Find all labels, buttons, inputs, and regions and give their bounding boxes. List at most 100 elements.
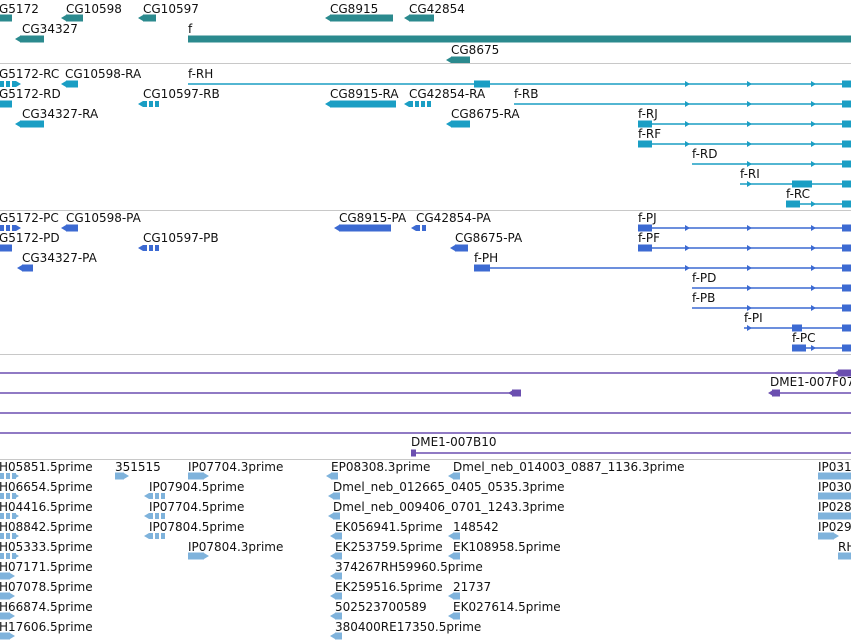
feature-label[interactable]: DME1-007B10 (411, 435, 497, 449)
feature-label[interactable]: G5172-PC (0, 211, 59, 225)
transcripts-feature[interactable] (409, 101, 413, 107)
feature-label[interactable]: IP031 (818, 460, 851, 474)
strand-arrow-icon[interactable] (811, 121, 816, 127)
proteins-feature-exon[interactable] (842, 244, 851, 252)
transcripts-feature[interactable] (188, 83, 851, 85)
ests-feature[interactable] (818, 532, 834, 540)
strand-arrow-icon[interactable] (747, 265, 752, 271)
feature-label[interactable]: H07171.5prime (0, 560, 93, 574)
strand-arrow-icon[interactable] (811, 245, 816, 251)
transcripts-feature[interactable] (421, 101, 425, 107)
strand-arrow-icon[interactable] (328, 493, 333, 499)
ests-feature[interactable] (818, 512, 851, 520)
feature-label[interactable]: f-RD (692, 147, 718, 161)
proteins-feature[interactable] (149, 245, 153, 251)
proteins-feature-exon[interactable] (638, 244, 652, 252)
ests-feature[interactable] (161, 513, 165, 519)
feature-label[interactable]: G5172 (0, 2, 39, 16)
strand-arrow-icon[interactable] (330, 633, 335, 639)
strand-arrow-icon[interactable] (14, 553, 19, 559)
feature-label[interactable]: EK108958.5prime (453, 540, 561, 554)
feature-label[interactable]: Dmel_neb_009406_0701_1243.3prime (333, 500, 565, 514)
strand-arrow-icon[interactable] (330, 573, 335, 579)
alignments-feature-exon[interactable] (838, 369, 851, 377)
feature-label[interactable]: IP07804.3prime (188, 540, 284, 554)
feature-label[interactable]: H05851.5prime (0, 460, 93, 474)
strand-arrow-icon[interactable] (685, 225, 690, 231)
feature-label[interactable]: f-RI (740, 167, 760, 181)
ests-feature[interactable] (161, 493, 165, 499)
feature-label[interactable]: 380400RE17350.5prime (335, 620, 482, 634)
feature-label[interactable]: IP07804.5prime (149, 520, 245, 534)
feature-label[interactable]: G5172-RC (0, 67, 60, 81)
feature-label[interactable]: 21737 (453, 580, 492, 594)
proteins-feature[interactable] (66, 224, 78, 232)
feature-label[interactable]: CG8915-RA (330, 87, 399, 101)
proteins-feature[interactable] (692, 287, 851, 289)
ests-feature[interactable] (335, 552, 342, 560)
feature-label[interactable]: CG10597-PB (143, 231, 219, 245)
transcripts-feature[interactable] (514, 103, 851, 105)
ests-feature[interactable] (335, 592, 342, 600)
feature-label[interactable]: CG10598-PA (66, 211, 141, 225)
transcripts-feature-exon[interactable] (792, 180, 812, 188)
transcripts-feature[interactable] (66, 80, 78, 88)
strand-arrow-icon[interactable] (448, 553, 453, 559)
strand-arrow-icon[interactable] (334, 225, 339, 231)
feature-label[interactable]: H17606.5prime (0, 620, 93, 634)
feature-label[interactable]: f-PI (744, 311, 763, 325)
transcripts-feature[interactable] (638, 123, 851, 125)
feature-label[interactable]: IP07704.3prime (188, 460, 284, 474)
strand-arrow-icon[interactable] (138, 15, 143, 21)
strand-arrow-icon[interactable] (61, 81, 66, 87)
strand-arrow-icon[interactable] (685, 245, 690, 251)
transcripts-feature[interactable] (6, 81, 10, 87)
strand-arrow-icon[interactable] (834, 533, 839, 539)
strand-arrow-icon[interactable] (404, 15, 409, 21)
proteins-feature[interactable] (638, 227, 851, 229)
ests-feature[interactable] (335, 532, 342, 540)
transcripts-feature[interactable] (638, 143, 851, 145)
feature-label[interactable]: H04416.5prime (0, 500, 93, 514)
feature-label[interactable]: G5172-PD (0, 231, 60, 245)
strand-arrow-icon[interactable] (811, 345, 816, 351)
strand-arrow-icon[interactable] (446, 57, 451, 63)
proteins-feature-exon[interactable] (842, 284, 851, 292)
feature-label[interactable]: EK259516.5prime (335, 580, 443, 594)
transcripts-feature[interactable] (330, 100, 396, 108)
strand-arrow-icon[interactable] (204, 473, 209, 479)
proteins-feature-exon[interactable] (792, 324, 802, 332)
proteins-feature[interactable] (22, 264, 33, 272)
strand-arrow-icon[interactable] (328, 513, 333, 519)
transcripts-feature[interactable] (149, 101, 153, 107)
strand-arrow-icon[interactable] (325, 15, 330, 21)
strand-arrow-icon[interactable] (330, 533, 335, 539)
feature-label[interactable]: CG10597 (143, 2, 199, 16)
feature-label[interactable]: CG42854 (409, 2, 465, 16)
strand-arrow-icon[interactable] (747, 81, 752, 87)
feature-label[interactable]: CG8675-PA (455, 231, 523, 245)
proteins-feature[interactable] (143, 245, 147, 251)
alignments-feature[interactable] (0, 432, 851, 434)
proteins-feature[interactable] (638, 247, 851, 249)
feature-label[interactable]: f-RC (786, 187, 811, 201)
ests-feature[interactable] (453, 592, 460, 600)
strand-arrow-icon[interactable] (15, 36, 20, 42)
strand-arrow-icon[interactable] (834, 370, 839, 376)
transcripts-feature[interactable] (0, 81, 4, 87)
strand-arrow-icon[interactable] (747, 245, 752, 251)
strand-arrow-icon[interactable] (685, 265, 690, 271)
feature-label[interactable]: CG10598 (66, 2, 122, 16)
ests-feature[interactable] (818, 492, 851, 500)
strand-arrow-icon[interactable] (811, 141, 816, 147)
feature-label[interactable]: RH (838, 540, 851, 554)
feature-label[interactable]: IP07904.5prime (149, 480, 245, 494)
strand-arrow-icon[interactable] (10, 613, 15, 619)
ests-feature[interactable] (335, 572, 342, 580)
feature-label[interactable]: IP029 (818, 520, 851, 534)
feature-label[interactable]: IP028 (818, 500, 851, 514)
strand-arrow-icon[interactable] (747, 161, 752, 167)
strand-arrow-icon[interactable] (685, 101, 690, 107)
proteins-feature-exon[interactable] (792, 344, 806, 352)
proteins-feature-exon[interactable] (842, 264, 851, 272)
